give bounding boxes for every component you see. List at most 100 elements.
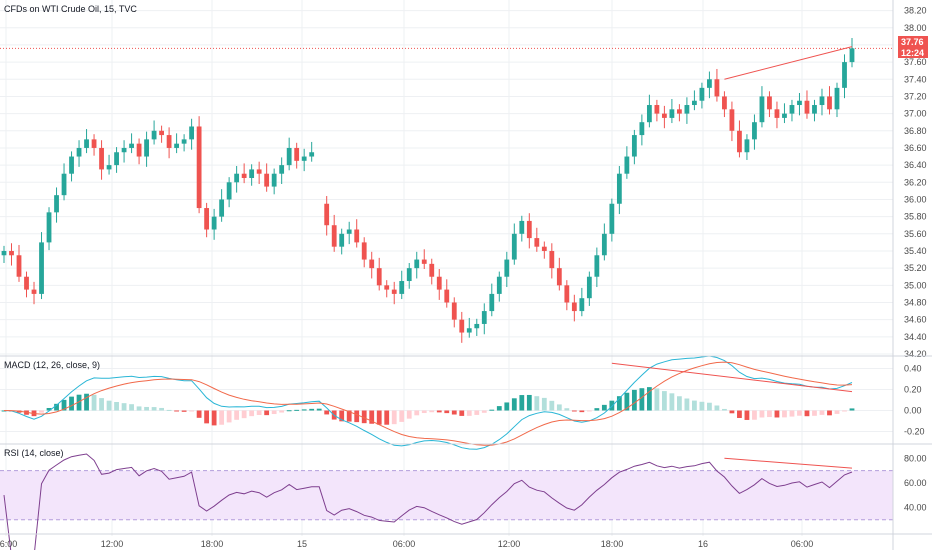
candle-body <box>646 105 652 123</box>
macd-tick-label: 0.20 <box>904 385 922 395</box>
candle-body <box>279 165 285 174</box>
candle-body <box>451 302 457 320</box>
macd-histogram-bar <box>204 410 210 424</box>
candle-body <box>699 87 705 101</box>
macd-histogram-bar <box>121 403 127 411</box>
candle-body <box>241 173 247 178</box>
macd-pane[interactable] <box>1 355 855 450</box>
price-tick-label: 36.60 <box>904 143 927 153</box>
price-tick-label: 36.20 <box>904 177 927 187</box>
macd-histogram-bar <box>699 401 705 411</box>
rsi-pane-title: RSI (14, close) <box>4 448 64 458</box>
price-tick-label: 34.60 <box>904 315 927 325</box>
candle-body <box>189 126 195 140</box>
candle-body <box>129 143 134 148</box>
candle-body <box>24 276 29 290</box>
macd-histogram-bar <box>166 409 172 411</box>
macd-histogram-bar <box>436 410 442 413</box>
candle-body <box>489 293 495 312</box>
last-price-label: 37.76 <box>901 37 924 47</box>
macd-histogram-bar <box>106 400 112 411</box>
candle-body <box>804 100 810 114</box>
x-tick-label: 12:00 <box>101 539 124 549</box>
macd-histogram-bar <box>722 408 727 411</box>
macd-histogram-bar <box>609 400 615 411</box>
macd-divergence-line <box>611 362 853 393</box>
macd-histogram-bar <box>151 407 157 411</box>
macd-histogram-bar <box>639 388 645 411</box>
rsi-tick-label: 80.00 <box>904 453 927 463</box>
candle-body <box>549 250 555 269</box>
macd-histogram-bar <box>834 410 840 414</box>
macd-histogram-bar <box>466 410 472 416</box>
macd-histogram-bar <box>181 410 187 412</box>
price-tick-label: 34.80 <box>904 297 927 307</box>
candle-body <box>414 259 420 269</box>
macd-histogram-bar <box>564 408 570 411</box>
price-tick-label: 36.00 <box>904 194 927 204</box>
macd-histogram-bar <box>159 407 164 411</box>
candle-body <box>744 139 750 153</box>
countdown-label: 12:24 <box>901 48 924 58</box>
candle-body <box>144 139 149 157</box>
macd-histogram-bar <box>129 404 134 411</box>
candle-body <box>384 285 390 290</box>
candle-body <box>669 109 675 118</box>
candle-body <box>9 250 14 256</box>
price-pane[interactable] <box>0 38 893 343</box>
candle-body <box>309 152 315 157</box>
candle-body <box>564 285 570 303</box>
macd-tick-label: -0.20 <box>904 427 925 437</box>
candle-body <box>121 147 127 153</box>
price-tick-label: 38.20 <box>904 6 927 16</box>
macd-histogram-bar <box>91 394 97 411</box>
price-tick-label: 35.80 <box>904 212 927 222</box>
macd-histogram-bar <box>526 394 532 411</box>
macd-histogram-bar <box>504 402 510 411</box>
candle-body <box>46 212 52 243</box>
macd-histogram-bar <box>84 393 89 411</box>
macd-histogram-bar <box>54 403 59 411</box>
macd-histogram-bar <box>579 410 585 413</box>
macd-histogram-bar <box>189 410 195 412</box>
candle-body <box>782 113 787 118</box>
macd-histogram-bar <box>489 409 495 411</box>
macd-histogram-bar <box>316 408 322 411</box>
price-tick-label: 35.40 <box>904 246 927 256</box>
macd-histogram-bar <box>249 410 255 417</box>
candle-body <box>264 173 270 187</box>
candle-body <box>31 289 37 294</box>
macd-histogram-bar <box>594 408 600 411</box>
macd-histogram-bar <box>226 410 232 423</box>
candle-body <box>827 96 832 110</box>
macd-histogram-bar <box>286 410 292 412</box>
macd-histogram-bar <box>369 410 375 424</box>
candle-body <box>219 199 225 217</box>
candle-body <box>579 298 585 312</box>
macd-histogram-bar <box>234 410 240 420</box>
candle-body <box>234 173 240 183</box>
rsi-line <box>3 453 853 550</box>
price-tick-label: 37.40 <box>904 74 927 84</box>
candle-body <box>676 109 682 114</box>
macd-histogram-bar <box>346 410 352 422</box>
candle-body <box>752 122 757 140</box>
rsi-pane[interactable] <box>0 453 893 550</box>
candle-body <box>556 268 562 286</box>
macd-histogram-bar <box>511 398 517 411</box>
candle-body <box>84 139 89 148</box>
price-pane-title: CFDs on WTI Crude Oil, 15, TVC <box>4 4 137 14</box>
candle-body <box>354 229 360 243</box>
macd-histogram-bar <box>669 393 675 411</box>
macd-histogram-bar <box>196 410 202 418</box>
macd-histogram-bar <box>324 410 330 415</box>
macd-histogram-bar <box>616 396 622 411</box>
price-tick-label: 37.00 <box>904 109 927 119</box>
x-tick-label: 18:00 <box>201 539 224 549</box>
macd-histogram-bar <box>399 410 405 422</box>
macd-histogram-bar <box>646 387 652 411</box>
macd-histogram-bar <box>752 410 757 420</box>
macd-histogram-bar <box>737 410 742 418</box>
candle-body <box>339 233 345 247</box>
